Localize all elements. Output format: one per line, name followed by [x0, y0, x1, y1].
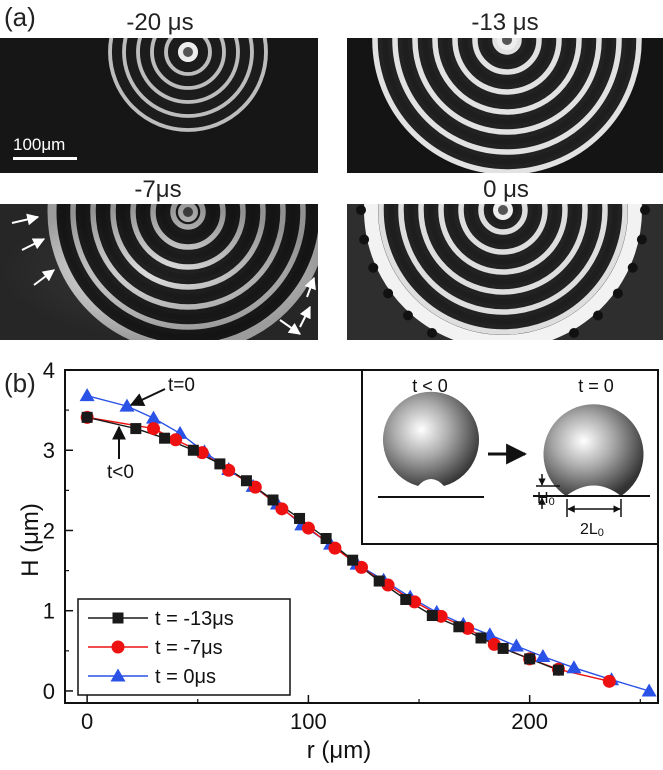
data-point-triangle: [535, 648, 551, 662]
data-point-triangle: [146, 410, 162, 424]
y-tick-label: 1: [43, 599, 55, 624]
data-point-square: [524, 653, 536, 665]
rim-arrows-left: [11, 213, 55, 286]
data-point-circle: [408, 595, 422, 609]
legend: t = -13μs t = -7μs t = 0μs: [77, 598, 291, 696]
legend-label: t = 0μs: [155, 666, 216, 688]
data-point-triangle: [79, 388, 95, 402]
x-tick-label: 200: [511, 709, 548, 734]
y-tick-label: 3: [43, 438, 55, 463]
droplet-right: [543, 404, 644, 496]
data-point-square: [497, 642, 509, 654]
data-point-square: [320, 533, 332, 545]
data-point-square: [373, 575, 385, 587]
x-axis-label: r (μm): [307, 737, 371, 764]
x-tick-label: 100: [290, 709, 327, 734]
data-point-square: [187, 444, 199, 456]
y-tick-label: 4: [43, 358, 55, 383]
data-point-square: [159, 432, 171, 444]
data-point-circle: [355, 560, 368, 574]
data-point-circle: [301, 521, 315, 535]
time-label-minus20: -20 μs: [126, 9, 193, 36]
plot-area: 0 100 200 0 1 2 3 4: [43, 358, 659, 734]
data-point-square: [240, 475, 252, 487]
data-point-circle: [381, 578, 395, 592]
panel-b-label: (b): [4, 368, 36, 398]
data-point-square: [267, 494, 279, 506]
scale-bar-label: 100μm: [13, 135, 65, 154]
data-point-square: [426, 610, 438, 622]
data-point-circle: [602, 674, 616, 688]
time-label-zero: 0 μs: [483, 176, 529, 203]
data-point-square: [347, 554, 359, 566]
data-point-circle: [461, 621, 475, 635]
data-point-triangle: [508, 638, 524, 652]
legend-label: t = -7μs: [155, 637, 223, 659]
legend-marker-circle: [111, 640, 125, 654]
annotation-t0-arrow: [129, 388, 166, 406]
y-axis-label: H (μm): [17, 503, 44, 577]
time-label-minus7: -7μs: [134, 176, 181, 203]
legend-marker-square: [112, 612, 124, 624]
data-point-triangle: [119, 398, 135, 412]
data-point-square: [475, 632, 487, 644]
micrograph-minus13: [347, 38, 663, 173]
data-point-circle: [275, 502, 289, 516]
data-point-square: [552, 664, 564, 676]
l0-label: 2L0: [580, 521, 604, 539]
inset-schematic: t < 0 t = 0 H0 2L0: [361, 369, 659, 545]
data-point-circle: [487, 637, 501, 651]
data-point-circle: [195, 446, 209, 460]
micrograph-zero: [347, 204, 663, 340]
h0-label: H0: [537, 490, 555, 508]
rim-arrows-right: [279, 276, 316, 335]
annotation-tneg: t<0: [107, 462, 134, 483]
time-label-minus13: -13 μs: [471, 9, 538, 36]
annotation-t0: t=0: [168, 375, 195, 396]
legend-marker-triangle: [110, 668, 126, 682]
data-point-circle: [434, 609, 448, 623]
data-point-circle: [248, 480, 262, 494]
data-point-triangle: [641, 683, 657, 697]
data-point-circle: [147, 422, 161, 436]
panel-a-label: (a): [4, 2, 36, 32]
micrograph-minus20: [0, 38, 318, 173]
y-tick-label: 0: [43, 679, 55, 704]
data-point-circle: [169, 433, 183, 447]
droplet-left: [383, 391, 480, 486]
data-point-circle: [222, 463, 236, 477]
data-point-triangle: [566, 660, 582, 674]
inset-title-left: t < 0: [412, 376, 448, 396]
y-tick-label: 2: [43, 518, 55, 543]
data-point-square: [214, 458, 226, 470]
data-point-circle: [328, 541, 342, 555]
scale-bar: [13, 157, 77, 160]
data-point-square: [453, 621, 465, 633]
x-tick-label: 0: [81, 709, 93, 734]
inset-title-right: t = 0: [578, 376, 614, 396]
data-point-square: [81, 411, 93, 423]
legend-label: t = -13μs: [155, 608, 234, 630]
data-point-square: [400, 593, 412, 605]
data-point-square: [130, 423, 142, 435]
data-point-square: [294, 512, 306, 524]
